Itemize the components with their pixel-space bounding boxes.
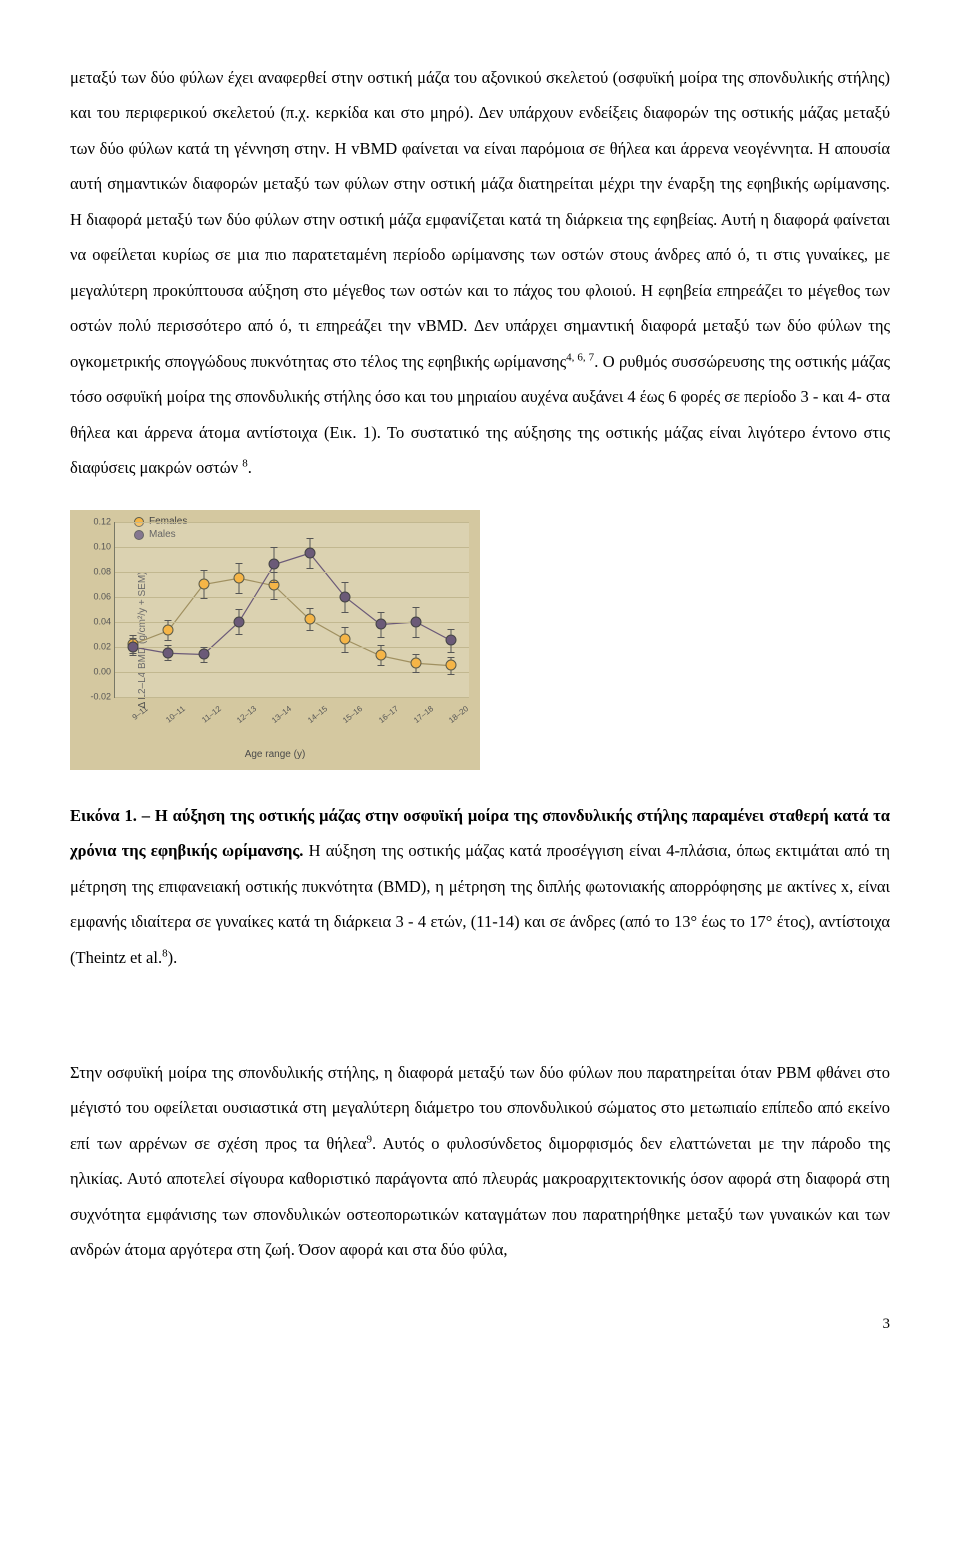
main-paragraph-2: Στην οσφυϊκή μοίρα της σπονδυλικής στήλη…: [70, 1055, 890, 1268]
chart-x-axis-label: Age range (y): [70, 744, 480, 766]
para1-text-a: μεταξύ των δύο φύλων έχει αναφερθεί στην…: [70, 68, 890, 371]
citation-4-6-7: 4, 6, 7: [566, 351, 594, 363]
bmd-chart: Δ L2–L4 BMD (g/cm²/y + SEM) Females Male…: [70, 510, 480, 770]
main-paragraph-1: μεταξύ των δύο φύλων έχει αναφερθεί στην…: [70, 60, 890, 486]
chart-plot-area: -0.020.000.020.040.060.080.100.129–1110–…: [114, 522, 469, 698]
figure-1-caption: Εικόνα 1. – Η αύξηση της οστικής μάζας σ…: [70, 798, 890, 975]
para1-text-c: .: [248, 458, 252, 477]
caption-end: ).: [168, 948, 178, 967]
page-number: 3: [70, 1308, 890, 1340]
